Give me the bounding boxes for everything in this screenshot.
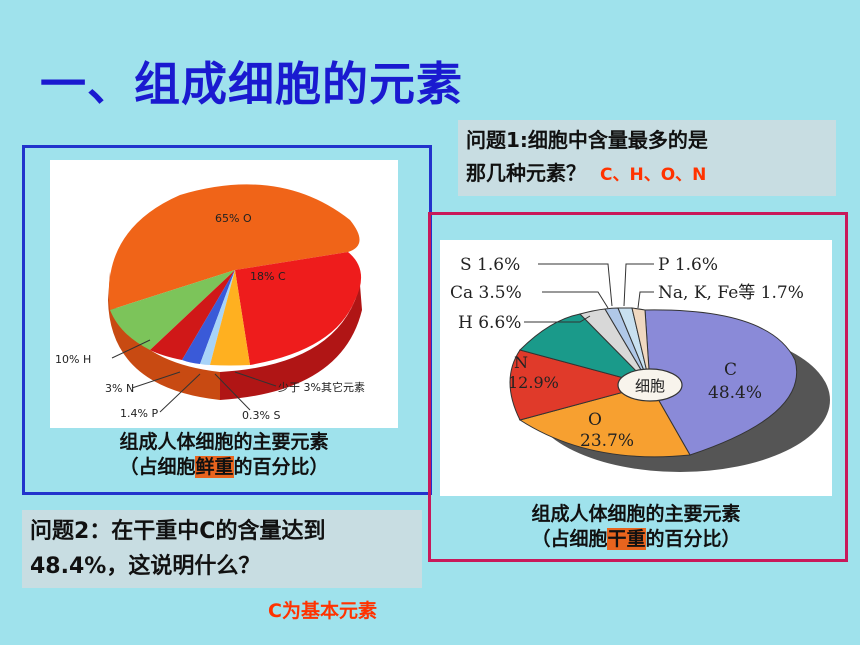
pie-slice-p — [182, 270, 235, 364]
label-n: 3% N — [105, 382, 134, 395]
fresh-weight-pie-chart: 65% O 18% C 10% H 3% N 1.4% P 0.3% S 少于 … — [55, 184, 365, 422]
dry-weight-caption: 组成人体细胞的主要元素 （占细胞干重的百分比） — [440, 502, 832, 552]
pie-slice-o — [518, 384, 691, 458]
dry-caption-line1: 组成人体细胞的主要元素 — [531, 503, 741, 525]
pie-slice-h — [519, 313, 652, 386]
question-1-line2: 那几种元素？ C、H、O、N — [466, 157, 828, 192]
center-label: 细胞 — [635, 377, 665, 395]
pie-slice-c — [235, 252, 362, 365]
question-1-answer: C、H、O、N — [600, 165, 707, 185]
label-n-value: 12.9% — [508, 373, 559, 392]
pie-side-o — [108, 272, 220, 400]
pie-slice-o — [108, 184, 360, 310]
leader-p — [159, 373, 201, 413]
question-1-line2-text: 那几种元素？ — [466, 161, 586, 185]
question-2-box: 问题2：在干重中C的含量达到 48.4%，这说明什么？ — [22, 510, 422, 588]
dry-caption-pre: （占细胞 — [531, 528, 608, 550]
label-h: H 6.6% — [458, 313, 521, 333]
pie-slice-s — [200, 270, 235, 365]
leader-h — [111, 339, 151, 359]
label-c: C — [724, 360, 737, 380]
label-o-value: 23.7% — [580, 431, 634, 451]
page-title: 一、组成细胞的元素 — [40, 57, 463, 111]
label-n: N — [514, 353, 528, 372]
fresh-caption-line1: 组成人体细胞的主要元素 — [119, 431, 329, 453]
leader-other — [234, 371, 277, 387]
label-h: 10% H — [55, 353, 91, 366]
fresh-weight-pie-panel: 65% O 18% C 10% H 3% N 1.4% P 0.3% S 少于 … — [50, 160, 398, 428]
question-2-line2: 48.4%，这说明什么？ — [30, 554, 261, 579]
label-ca: Ca 3.5% — [450, 283, 522, 303]
question-2-line1: 问题2：在干重中C的含量达到 — [30, 519, 326, 544]
leader-nakfe — [637, 291, 654, 309]
fresh-weight-caption: 组成人体细胞的主要元素 （占细胞鲜重的百分比） — [50, 430, 398, 480]
dry-caption-line2: （占细胞干重的百分比） — [440, 527, 832, 552]
label-nakfe: Na, K, Fe等 1.7% — [658, 283, 804, 303]
leader-p — [623, 263, 654, 307]
dry-weight-pie-panel: 细胞 S 1.6% Ca 3.5% H 6.6% P 1.6% Na, K, F… — [440, 240, 832, 496]
label-c: 18% C — [250, 270, 286, 283]
question-1-line1: 问题1:细胞中含量最多的是 — [466, 128, 708, 152]
label-o: 65% O — [215, 212, 252, 225]
label-s: 0.3% S — [242, 409, 280, 422]
question-1-box: 问题1:细胞中含量最多的是 那几种元素？ C、H、O、N — [458, 120, 836, 196]
pie-side-c — [220, 285, 362, 400]
dry-weight-panel — [428, 212, 848, 562]
question-2-answer: C为基本元素 — [268, 600, 377, 622]
leader-ca — [542, 291, 609, 309]
dry-caption-post: 的百分比） — [645, 528, 741, 550]
label-c-value: 48.4% — [708, 383, 762, 403]
leader-s — [538, 263, 613, 307]
label-o: O — [588, 410, 602, 430]
pie-slice-h — [110, 270, 235, 350]
fresh-caption-pre: （占细胞 — [119, 456, 196, 478]
pie-center — [617, 368, 683, 402]
pie-slice-c — [644, 309, 798, 456]
label-other: 少于 3%其它元素 — [278, 380, 365, 394]
label-p: 1.4% P — [120, 407, 158, 420]
fresh-caption-post: 的百分比） — [233, 456, 329, 478]
leader-n — [131, 371, 181, 389]
leader-s — [214, 373, 251, 411]
pie-slice-nakfe — [631, 307, 651, 386]
fresh-caption-highlight: 鲜重 — [195, 456, 234, 478]
leader-h — [524, 315, 591, 323]
pie-slice-n — [150, 270, 235, 360]
pie-slice-n — [509, 349, 652, 421]
dry-weight-pie-chart: 细胞 S 1.6% Ca 3.5% H 6.6% P 1.6% Na, K, F… — [450, 255, 830, 472]
label-s: S 1.6% — [460, 255, 520, 275]
dry-caption-highlight: 干重 — [607, 528, 646, 550]
label-p: P 1.6% — [658, 255, 718, 275]
fresh-caption-line2: （占细胞鲜重的百分比） — [50, 455, 398, 480]
pie-slice-other — [210, 270, 250, 366]
